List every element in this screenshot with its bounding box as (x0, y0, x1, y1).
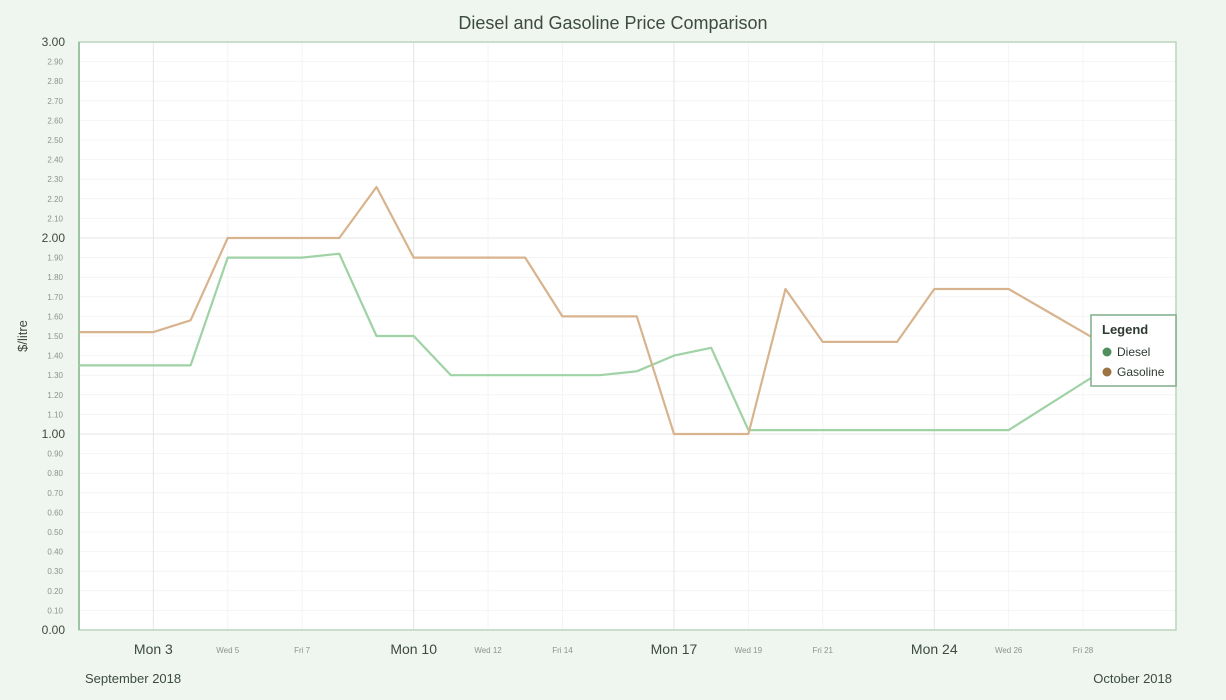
y-tick-label: 2.80 (47, 77, 63, 86)
x-tick-label: Mon 3 (134, 641, 173, 657)
y-tick-label: 0.30 (47, 567, 63, 576)
y-tick-label: 2.40 (47, 156, 63, 165)
y-tick-label: 0.90 (47, 450, 63, 459)
y-tick-label: 0.20 (47, 587, 63, 596)
y-tick-label: 0.70 (47, 489, 63, 498)
y-tick-label: 2.20 (47, 195, 63, 204)
legend: Legend Diesel Gasoline (1090, 314, 1177, 387)
legend-marker-gasoline (1102, 367, 1112, 377)
y-tick-label: 2.00 (42, 231, 66, 245)
x-tick-label: Wed 26 (995, 646, 1023, 655)
x-tick-label: Wed 5 (216, 646, 240, 655)
y-tick-label: 1.80 (47, 273, 63, 282)
chart-title: Diesel and Gasoline Price Comparison (458, 13, 767, 33)
y-tick-label: 0.00 (42, 623, 66, 637)
month-label: October 2018 (1093, 671, 1172, 686)
x-tick-label: Fri 28 (1073, 646, 1094, 655)
y-tick-label: 1.30 (47, 371, 63, 380)
y-tick-label: 2.70 (47, 97, 63, 106)
y-tick-label: 1.90 (47, 254, 63, 263)
y-tick-label: 0.80 (47, 469, 63, 478)
y-tick-label: 1.00 (42, 427, 66, 441)
y-tick-label: 1.50 (47, 332, 63, 341)
y-tick-label: 0.60 (47, 508, 63, 517)
y-tick-label: 0.50 (47, 528, 63, 537)
y-tick-label: 2.50 (47, 136, 63, 145)
x-tick-label: Fri 7 (294, 646, 311, 655)
y-tick-label: 3.00 (42, 35, 66, 49)
x-tick-label: Mon 17 (651, 641, 698, 657)
legend-item-diesel: Diesel (1117, 345, 1150, 359)
y-tick-label: 1.40 (47, 352, 63, 361)
y-tick-label: 2.90 (47, 58, 63, 67)
series-line-gasoline (79, 185, 1158, 436)
y-tick-label: 1.70 (47, 293, 63, 302)
legend-item-gasoline: Gasoline (1117, 365, 1165, 379)
x-tick-label: Mon 10 (390, 641, 437, 657)
y-tick-label: 1.60 (47, 312, 63, 321)
legend-marker-diesel (1102, 347, 1112, 357)
x-tick-label: Mon 24 (911, 641, 958, 657)
y-tick-label: 2.10 (47, 214, 63, 223)
month-label: September 2018 (85, 671, 181, 686)
series-layer (79, 185, 1158, 436)
y-tick-label: 2.30 (47, 175, 63, 184)
legend-title: Legend (1102, 322, 1148, 337)
x-tick-label: Fri 21 (813, 646, 834, 655)
x-tick-label: Wed 19 (735, 646, 763, 655)
y-tick-label: 0.40 (47, 548, 63, 557)
y-tick-label: 0.10 (47, 606, 63, 615)
y-tick-label: 1.10 (47, 410, 63, 419)
y-tick-label: 1.20 (47, 391, 63, 400)
grid (79, 41, 1176, 631)
x-tick-label: Wed 12 (474, 646, 502, 655)
y-axis-label: $/litre (15, 320, 30, 352)
series-line-diesel (79, 252, 1158, 432)
x-tick-label: Fri 14 (552, 646, 573, 655)
y-tick-label: 2.60 (47, 116, 63, 125)
axes: 0.10 0.20 0.30 0.40 0.50 0.60 0.70 0.80 0.90 1.10… (42, 35, 1177, 686)
